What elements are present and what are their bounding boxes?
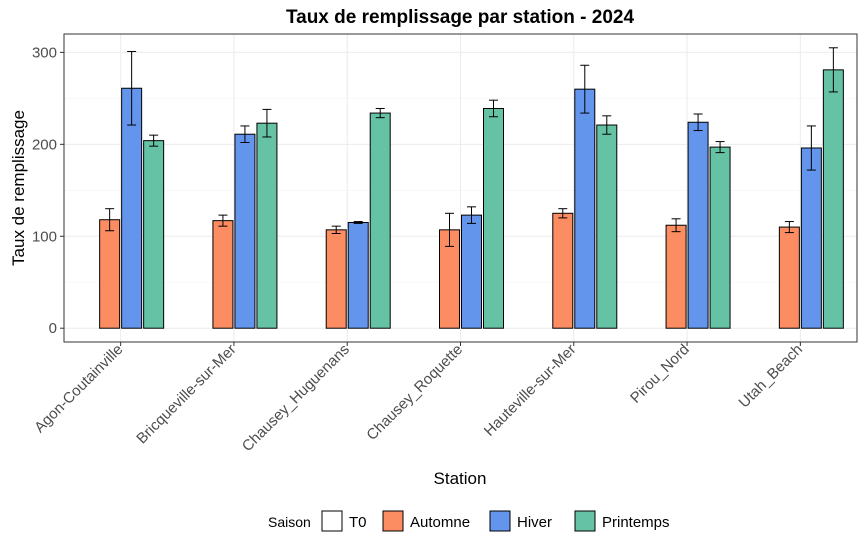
legend-swatch-t0 [321, 510, 343, 532]
bar-printemps [709, 146, 731, 329]
bar-printemps [143, 140, 165, 329]
gridlines [64, 34, 857, 342]
legend-label-hiver: Hiver [517, 514, 552, 531]
y-tick-label: 100 [32, 228, 57, 245]
x-axis: Agon-Coutainville Bricqueville-sur-Mer Cha… [31, 341, 806, 455]
bar-hiver [687, 121, 709, 329]
bar-automne [552, 212, 574, 329]
x-axis-title: Station [434, 469, 487, 488]
bar-hiver [347, 221, 369, 329]
bars [99, 69, 844, 329]
y-axis-title: Taux de remplissage [9, 110, 28, 266]
legend-swatch-automne [382, 510, 404, 532]
y-tick-label: 300 [32, 44, 57, 61]
legend-title: Saison [268, 514, 311, 530]
y-axis: 0 100 200 300 [32, 44, 64, 337]
bar-printemps [596, 124, 618, 329]
bar-hiver [800, 147, 822, 329]
y-tick-label: 0 [49, 320, 57, 337]
bar-hiver [574, 88, 596, 329]
bar-hiver [461, 214, 482, 329]
legend: Saison T0 Automne Hiver Printemps [268, 510, 670, 532]
x-tick-label: Agon-Coutainville [31, 341, 126, 436]
legend-swatch-hiver [489, 510, 511, 532]
x-tick-label: Utah_Beach [736, 341, 806, 411]
bar-printemps [483, 107, 504, 329]
legend-label-t0: T0 [349, 514, 367, 531]
x-tick-label: Chausey_Huguenans [239, 341, 353, 455]
bar-automne [99, 219, 121, 329]
bar-automne [325, 229, 347, 329]
bar-automne [665, 224, 687, 329]
bar-printemps [256, 122, 278, 329]
legend-label-automne: Automne [410, 514, 470, 531]
error-bars [105, 47, 838, 247]
legend-swatch-printemps [574, 510, 596, 532]
x-tick-label: Chausey_Roquette [363, 341, 466, 444]
bar-printemps [822, 69, 844, 329]
bar-automne [778, 226, 800, 329]
x-tick-label: Hauteville-sur-Mer [481, 341, 580, 440]
bar-hiver [234, 133, 256, 329]
x-tick-label: Pirou_Nord [627, 341, 693, 407]
legend-label-printemps: Printemps [602, 514, 670, 531]
chart-title: Taux de remplissage par station - 2024 [286, 7, 635, 28]
y-tick-label: 200 [32, 136, 57, 153]
bar-printemps [369, 112, 391, 329]
bar-automne [212, 220, 234, 329]
x-tick-label: Bricqueville-sur-Mer [133, 341, 239, 447]
